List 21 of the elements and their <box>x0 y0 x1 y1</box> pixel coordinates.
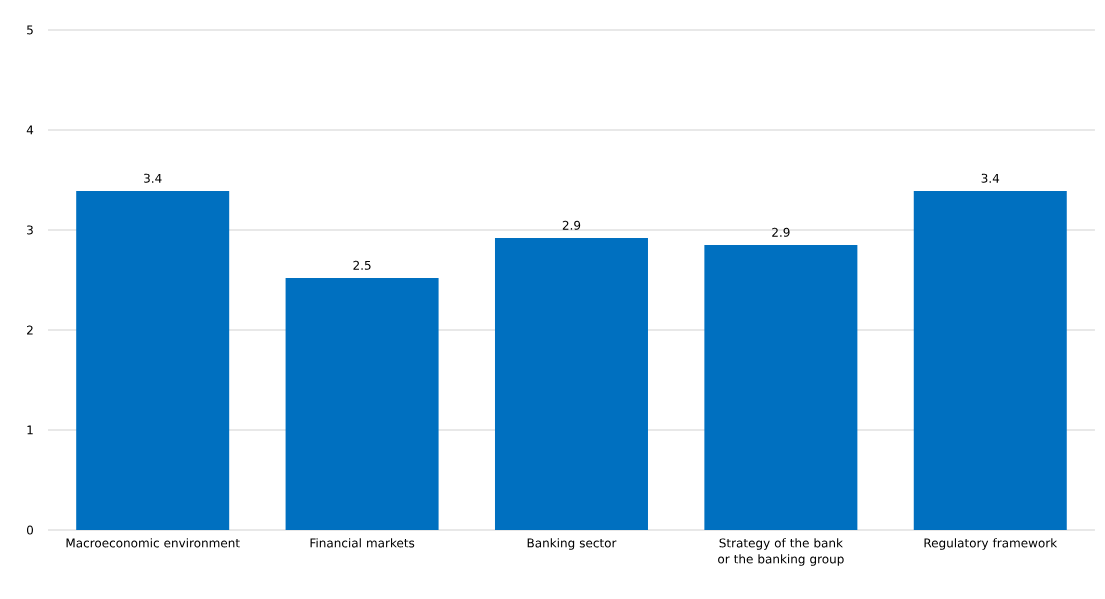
x-tick-label: Regulatory framework <box>924 538 1058 550</box>
data-label: 2.9 <box>562 220 581 230</box>
bar <box>76 191 230 530</box>
x-tick-label: Strategy of the bank or the banking group <box>718 538 844 566</box>
x-tick-label: Financial markets <box>310 538 415 548</box>
y-tick-label: 4 <box>26 125 34 135</box>
y-tick-label: 0 <box>26 525 34 535</box>
y-tick-label: 1 <box>27 425 33 435</box>
x-tick-label: Banking sector <box>527 538 617 550</box>
bar <box>494 238 648 530</box>
y-tick-label: 5 <box>27 25 33 35</box>
data-label: 3.4 <box>981 173 1000 183</box>
data-label: 2.5 <box>353 260 371 270</box>
data-label: 3.4 <box>144 173 162 183</box>
y-tick-label: 3 <box>27 225 33 235</box>
data-label: 2.9 <box>772 227 790 237</box>
bar <box>913 191 1067 530</box>
bar <box>704 245 858 530</box>
bar <box>285 278 439 530</box>
y-tick-label: 2 <box>27 325 33 335</box>
x-tick-label: Macroeconomic environment <box>66 538 240 548</box>
